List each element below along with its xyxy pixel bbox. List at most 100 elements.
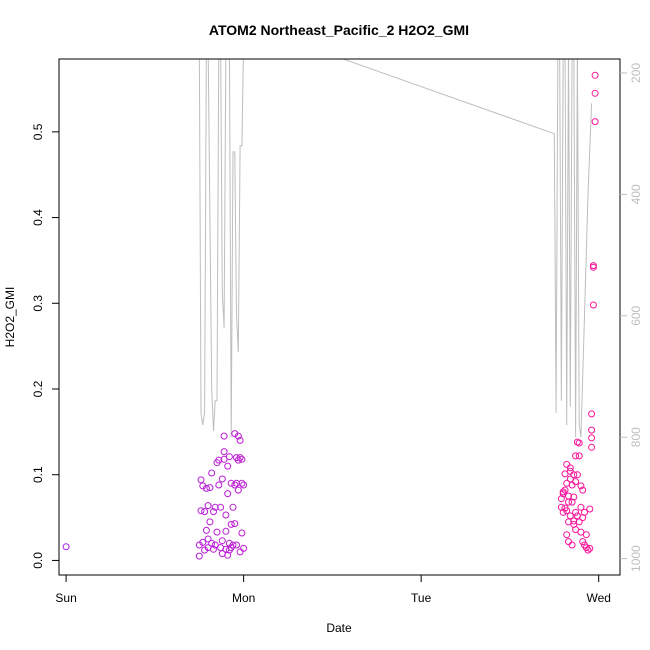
data-point	[591, 71, 599, 79]
data-point	[202, 526, 210, 534]
data-point	[227, 520, 235, 528]
data-point	[233, 541, 240, 549]
data-point	[240, 544, 248, 552]
plot-frame	[58, 58, 621, 576]
data-points-layer	[62, 71, 599, 560]
x-tick-label: Mon	[232, 591, 255, 605]
data-point	[227, 479, 235, 487]
x-axis: Sun Mon Tue Wed	[55, 575, 611, 605]
data-point	[210, 545, 217, 553]
data-point	[575, 452, 583, 460]
data-point	[229, 503, 237, 511]
y-tick-label: 0.0	[31, 552, 45, 569]
data-point	[581, 508, 588, 516]
data-point	[222, 511, 230, 519]
data-point	[570, 517, 578, 525]
data-point	[215, 481, 223, 489]
right-y-tick-label: 600	[629, 305, 643, 325]
y-axis-label: H2O2_GMI	[3, 287, 17, 348]
data-point	[218, 475, 226, 483]
data-point	[229, 541, 237, 549]
x-axis-label: Date	[326, 621, 352, 635]
data-point	[577, 482, 585, 490]
data-point	[579, 538, 587, 546]
data-point	[213, 528, 221, 536]
data-point	[582, 531, 590, 539]
x-tick-label: Wed	[586, 591, 610, 605]
data-point	[589, 301, 597, 309]
data-point	[208, 539, 216, 547]
x-tick-label: Tue	[411, 591, 432, 605]
data-point	[211, 541, 219, 549]
y-tick-label: 0.1	[31, 466, 45, 483]
data-point	[225, 539, 233, 547]
pressure-line	[198, 59, 593, 438]
data-point	[568, 481, 576, 489]
right-y-axis: 200 400 600 800 1000	[620, 63, 643, 572]
data-point	[240, 481, 248, 489]
data-point	[217, 503, 225, 511]
data-point	[204, 535, 212, 543]
data-point	[588, 434, 596, 442]
data-point	[570, 493, 578, 501]
data-point	[233, 479, 240, 487]
right-y-tick-label: 400	[629, 184, 643, 204]
data-point	[563, 531, 571, 539]
data-point	[224, 462, 232, 470]
data-point	[572, 452, 580, 460]
data-point	[238, 529, 246, 537]
data-point	[565, 498, 572, 506]
data-point	[206, 484, 214, 492]
data-point	[586, 505, 594, 513]
data-point	[202, 484, 210, 492]
data-point	[231, 481, 239, 489]
pressure-line-layer	[198, 59, 593, 438]
data-point	[591, 118, 599, 126]
data-point	[563, 460, 571, 468]
data-point	[572, 508, 580, 516]
data-point	[586, 544, 594, 552]
y-tick-label: 0.3	[31, 295, 45, 312]
data-point	[566, 464, 574, 472]
data-point	[62, 543, 70, 551]
data-point	[234, 486, 242, 494]
data-point	[236, 436, 244, 444]
data-point	[591, 89, 599, 97]
data-point	[218, 537, 226, 545]
right-y-tick-label: 1000	[629, 545, 643, 572]
data-point	[220, 432, 228, 440]
data-point	[589, 262, 597, 270]
data-point	[236, 548, 244, 556]
data-point	[208, 469, 216, 477]
data-point	[224, 490, 232, 498]
data-point	[588, 443, 596, 451]
data-point	[197, 476, 205, 484]
data-point	[584, 546, 592, 554]
data-point	[568, 541, 576, 549]
data-point	[225, 453, 233, 461]
data-point	[195, 552, 203, 560]
data-point	[575, 439, 583, 447]
data-point	[231, 520, 239, 528]
data-point	[566, 512, 574, 520]
data-point	[566, 475, 574, 483]
right-y-tick-label: 800	[629, 427, 643, 447]
data-point	[238, 455, 246, 463]
data-point	[211, 503, 219, 511]
data-point	[565, 538, 572, 546]
chart-title: ATOM2 Northeast_Pacific_2 H2O2_GMI	[209, 22, 469, 38]
data-point	[197, 507, 205, 515]
data-point	[220, 448, 228, 456]
data-point	[206, 518, 214, 526]
data-point	[563, 507, 571, 515]
y-tick-label: 0.2	[31, 380, 45, 397]
data-point	[222, 527, 230, 535]
data-point	[215, 456, 223, 464]
data-point	[577, 528, 585, 536]
y-tick-label: 0.5	[31, 123, 45, 140]
x-tick-label: Sun	[55, 591, 76, 605]
data-point	[204, 502, 212, 510]
data-point	[577, 503, 585, 511]
data-point	[561, 486, 569, 494]
y-tick-label: 0.4	[31, 209, 45, 226]
